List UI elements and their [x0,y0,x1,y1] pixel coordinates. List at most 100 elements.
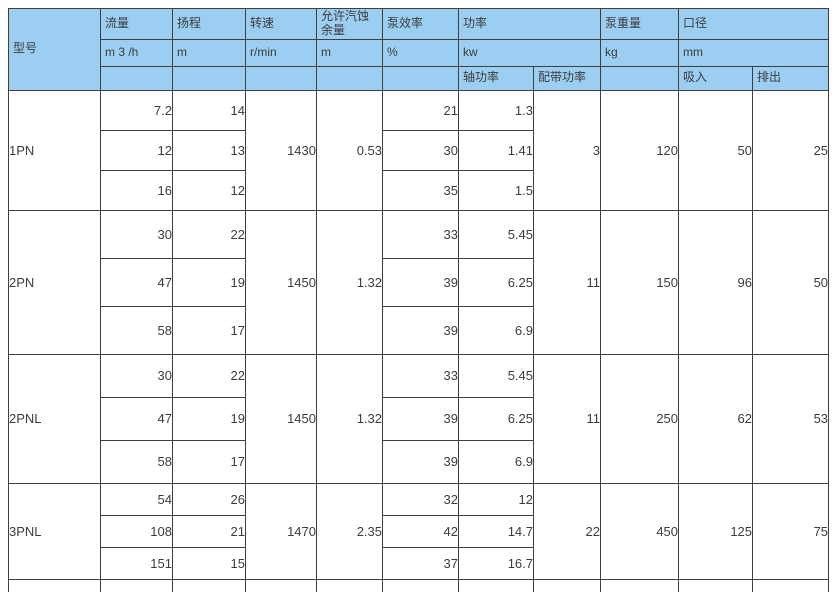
cell-empty [600,578,680,592]
cell-shaft-power: 5.45 [458,209,534,259]
cell-shaft-power: 1.3 [458,89,534,131]
header-unit-flow: m 3 /h [100,38,173,67]
header-model: 型号 [8,8,101,91]
header-unit-power: kw [457,38,602,67]
cell-head: 12 [172,169,246,211]
cell-weight: 150 [600,209,680,355]
cell-head: 19 [172,396,246,441]
table-row: 12 13 30 1.41 [9,129,829,171]
cell-efficiency: 42 [382,514,459,548]
cell-suction: 96 [678,209,754,355]
cell-weight: 120 [600,89,680,211]
cell-efficiency: 37 [382,546,459,580]
cell-discharge: 53 [752,353,830,484]
cell-head: 19 [172,257,246,307]
cell-head: 14 [172,89,246,131]
cell-empty [458,578,534,592]
cell-efficiency: 39 [382,257,459,307]
cell-flow: 30 [100,353,173,398]
cell-flow: 108 [100,514,173,548]
cell-empty [532,578,602,592]
cell-matched-power: 11 [532,353,602,484]
header-unit-speed: r/min [245,38,317,67]
cell-flow: 7.2 [100,89,173,131]
header-flow: 流量 [100,8,173,40]
header-unit-weight: kg [600,38,680,67]
cell-efficiency: 30 [382,129,459,171]
cell-npsh: 1.32 [316,353,383,484]
cell-flow: 47 [100,257,173,307]
cell-suction: 50 [678,89,754,211]
header-row-units: m 3 /h m r/min m % kw kg mm [9,38,830,67]
header-empty [172,65,246,91]
header-empty [600,65,680,91]
cell-matched-power: 11 [532,209,602,355]
cell-shaft-power: 12 [458,482,534,516]
cell-efficiency: 32 [382,482,459,516]
header-empty [245,65,317,91]
cell-efficiency: 21 [382,89,459,131]
header-efficiency: 泵效率 [382,8,459,40]
header-unit-npsh: m [316,38,383,67]
header-diameter: 口径 [678,8,830,40]
cell-weight: 250 [600,353,680,484]
cell-shaft-power: 5.45 [458,353,534,398]
table-row: 58 17 39 6.9 [9,305,829,355]
table-row: 16 12 35 1.5 [9,169,829,211]
header-head: 扬程 [172,8,246,40]
table-row: 3PNL 54 26 1470 2.35 32 12 22 450 125 75 [8,482,830,580]
cell-head: 13 [172,129,246,171]
cell-shaft-power: 16.7 [458,546,534,580]
cell-discharge: 50 [752,209,830,355]
cell-flow: 12 [100,129,173,171]
header-matched-power: 配带功率 [532,65,602,91]
cell-efficiency: 39 [382,439,459,484]
table-row: 47 19 39 6.25 [9,257,829,307]
cell-head: 26 [172,482,246,516]
cell-discharge: 75 [752,482,830,580]
cell-shaft-power: 6.9 [458,305,534,355]
header-speed: 转速 [245,8,317,40]
cell-flow: 16 [100,169,173,211]
table-row: 58 17 39 6.9 [9,439,829,484]
cell-flow: 47 [100,396,173,441]
cell-empty [8,578,101,592]
cell-efficiency: 39 [382,396,459,441]
header-npsh: 允许汽蚀余量 [316,8,383,40]
cell-empty [752,578,830,592]
table-row: 47 19 39 6.25 [9,396,829,441]
cell-speed: 1450 [245,353,317,484]
cell-speed: 1430 [245,89,317,211]
cell-speed: 1470 [245,482,317,580]
header-unit-head: m [172,38,246,67]
table-row: 108 21 42 14.7 [9,514,829,548]
header-unit-diameter: mm [678,38,830,67]
cell-model: 3PNL [8,482,101,580]
header-unit-efficiency: % [382,38,459,67]
cell-matched-power: 22 [532,482,602,580]
cell-empty [172,578,246,592]
cell-flow: 151 [100,546,173,580]
cell-weight: 450 [600,482,680,580]
cell-shaft-power: 6.25 [458,396,534,441]
header-suction: 吸入 [678,65,754,91]
header-weight: 泵重量 [600,8,680,40]
cell-efficiency: 39 [382,305,459,355]
cell-head: 22 [172,353,246,398]
cell-npsh: 1.32 [316,209,383,355]
cell-model: 1PN [8,89,101,211]
header-power: 功率 [457,8,602,40]
cell-head: 15 [172,546,246,580]
cell-empty [100,578,173,592]
header-empty [316,65,383,91]
cell-empty [316,578,383,592]
cell-shaft-power: 6.25 [458,257,534,307]
cell-flow: 30 [100,209,173,259]
table-row: 2PNL 30 22 1450 1.32 33 5.45 11 250 62 5… [8,353,830,484]
cell-head: 22 [172,209,246,259]
header-row-titles: 型号 流量 扬程 转速 允许汽蚀余量 泵效率 功率 泵重量 口径 [8,8,830,91]
cell-empty [245,578,317,592]
cell-npsh: 0.53 [316,89,383,211]
cell-head: 17 [172,305,246,355]
